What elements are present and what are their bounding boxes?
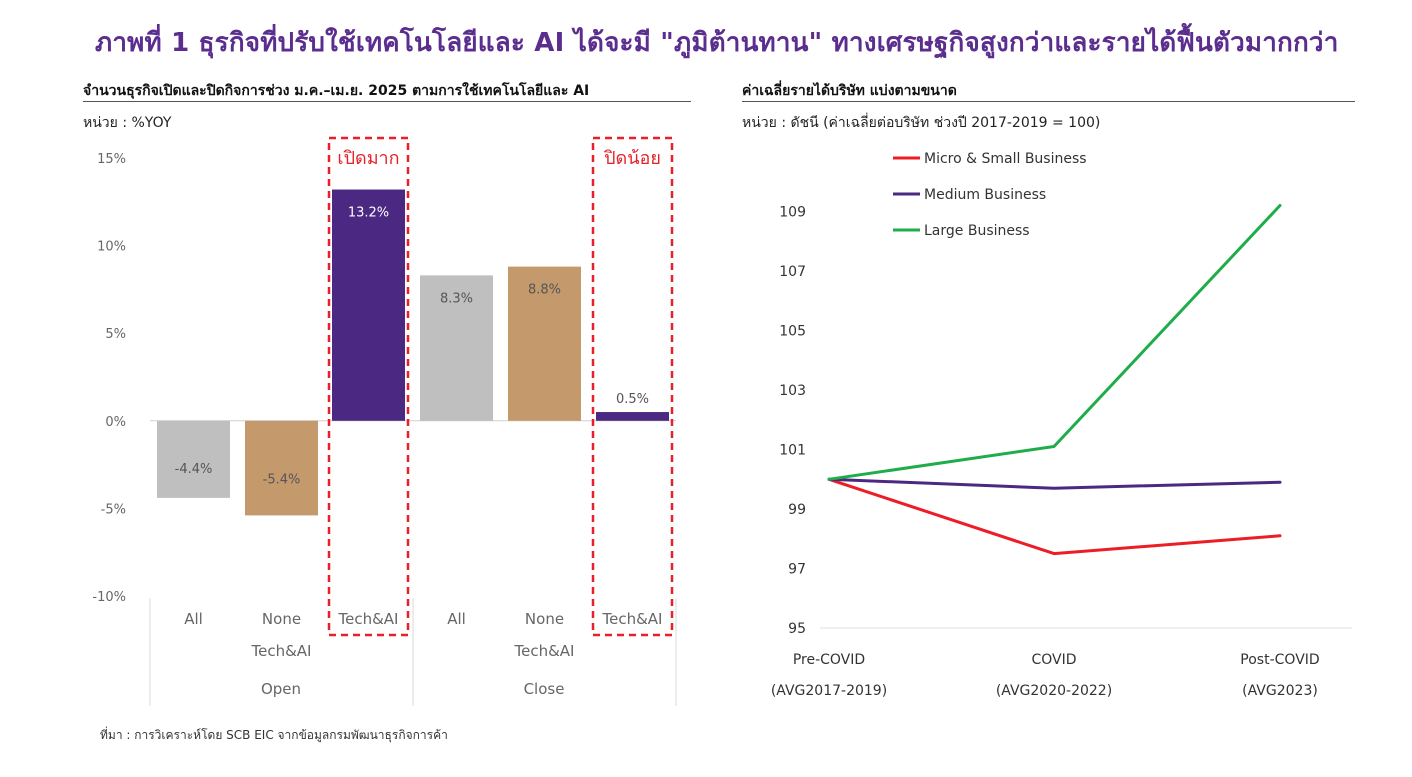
y-tick-label: 15% [97,152,126,167]
y-tick-label: 95 [788,621,806,637]
line-chart: 95 97 99 101 103 105 107 109 Pre-COVID (AVG2017-2… [771,151,1352,699]
x-tick-label: Tech&AI [338,610,399,628]
bar-chart-title-rule [83,101,691,102]
series-line [827,204,1282,481]
bar [420,275,493,421]
bar [157,420,230,498]
bar [332,189,405,421]
y-tick-label: 5% [105,327,126,342]
x-tick-label-line2: (AVG2017-2019) [771,683,887,699]
line-chart-unit-label: หน่วย : ดัชนี (ค่าเฉลี่ยต่อบริษัท ช่วงปี… [742,115,1101,131]
bar-data-label: -4.4% [175,462,213,477]
line-chart-title: ค่าเฉลี่ยรายได้บริษัท แบ่งตามขนาด [742,83,957,99]
bar [508,266,581,421]
source-note: ที่มา : การวิเคราะห์โดย SCB EIC จากข้อมู… [100,728,448,742]
bar-data-label: -5.4% [263,473,301,488]
x-tick-label-line2: Tech&AI [251,642,312,660]
x-tick-label: Pre-COVID [793,652,865,668]
x-tick-label: None [525,610,564,628]
bar-chart-title: จำนวนธุรกิจเปิดและปิดกิจการช่วง ม.ค.–เม.… [83,83,590,99]
bar-chart: 15% 10% 5% 0% -5% -10% -4.4% All -5.4% None Tech&A… [92,136,677,706]
highlight-box [591,136,674,637]
x-tick-label-line2: (AVG2020-2022) [996,683,1112,699]
x-tick-label: COVID [1031,652,1076,668]
x-tick-label: None [262,610,301,628]
highlight-label: เปิดมาก [337,148,399,169]
legend-label: Micro & Small Business [924,151,1087,167]
y-tick-label: 97 [788,562,806,578]
highlight-box [327,136,410,637]
y-tick-label: 103 [779,383,806,399]
series-line [827,477,1282,490]
y-tick-label: 107 [779,264,806,280]
bar [245,420,318,516]
series-line [827,477,1282,556]
y-tick-label: 105 [779,324,806,340]
highlight-label: ปิดน้อย [604,148,661,169]
bar-data-label: 8.8% [528,283,561,298]
legend-label: Large Business [924,223,1030,239]
y-tick-label: 10% [97,240,126,255]
x-tick-label-line2: Tech&AI [514,642,575,660]
bar-data-label: 13.2% [348,206,389,221]
y-tick-label: -5% [101,502,126,517]
x-tick-label: All [184,610,203,628]
y-tick-label: 109 [779,205,806,221]
y-tick-label: 101 [779,443,806,459]
x-group-label: Close [524,680,565,698]
x-group-label: Open [261,680,301,698]
page-title: ภาพที่ 1 ธุรกิจที่ปรับใช้เทคโนโลยีและ AI… [95,28,1339,58]
bar-data-label: 0.5% [616,392,649,407]
x-tick-label-line2: (AVG2023) [1242,683,1318,699]
x-tick-label: All [447,610,466,628]
x-tick-label: Post-COVID [1240,652,1319,668]
y-tick-label: -10% [92,590,126,605]
bar-data-label: 8.3% [440,291,473,306]
y-tick-label: 99 [788,502,806,518]
line-chart-title-rule [742,101,1355,102]
x-tick-label: Tech&AI [602,610,663,628]
y-tick-label: 0% [105,415,126,430]
bar-chart-unit-label: หน่วย : %YOY [83,115,172,131]
legend-label: Medium Business [924,187,1046,203]
bar [596,412,669,421]
